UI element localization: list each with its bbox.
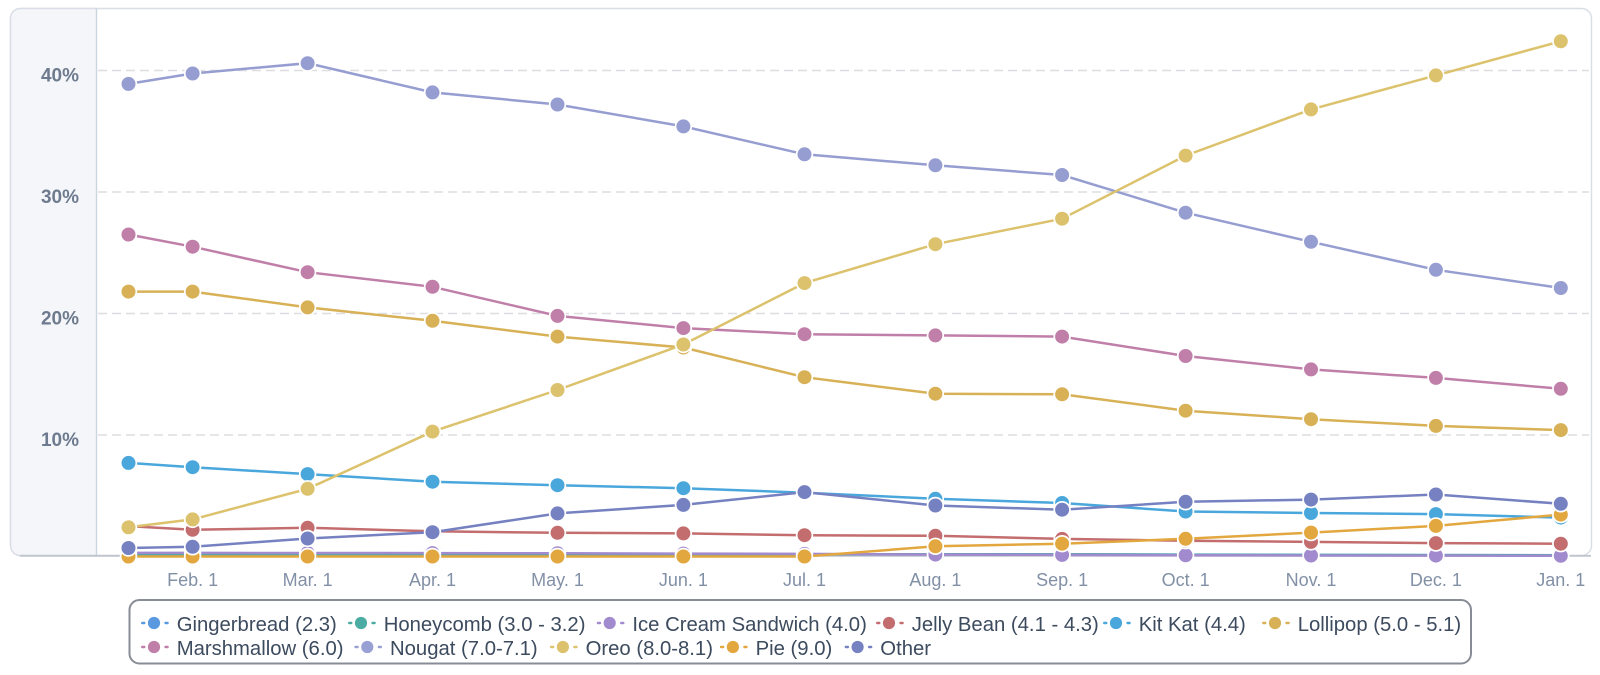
svg-text:Oreo (8.0-8.1): Oreo (8.0-8.1) — [586, 638, 713, 660]
svg-text:10%: 10% — [41, 430, 79, 451]
svg-text:40%: 40% — [41, 65, 79, 86]
svg-text:May. 1: May. 1 — [531, 570, 584, 590]
svg-text:Dec. 1: Dec. 1 — [1410, 570, 1462, 590]
svg-text:Aug. 1: Aug. 1 — [909, 570, 961, 590]
svg-text:Lollipop (5.0 - 5.1): Lollipop (5.0 - 5.1) — [1298, 614, 1461, 636]
svg-text:Kit Kat (4.4): Kit Kat (4.4) — [1139, 614, 1246, 636]
svg-text:Sep. 1: Sep. 1 — [1036, 570, 1088, 590]
svg-text:Feb. 1: Feb. 1 — [167, 570, 218, 590]
svg-text:Nov. 1: Nov. 1 — [1286, 570, 1337, 590]
svg-text:Jelly Bean (4.1 - 4.3): Jelly Bean (4.1 - 4.3) — [912, 614, 1099, 636]
svg-text:Oct. 1: Oct. 1 — [1162, 570, 1210, 590]
svg-text:20%: 20% — [41, 308, 79, 329]
svg-text:Jun. 1: Jun. 1 — [659, 570, 708, 590]
svg-text:Other: Other — [880, 638, 931, 660]
svg-text:Jan. 1: Jan. 1 — [1536, 570, 1585, 590]
svg-text:Pie (9.0): Pie (9.0) — [756, 638, 833, 660]
svg-text:Apr. 1: Apr. 1 — [409, 570, 456, 590]
svg-text:Nougat (7.0-7.1): Nougat (7.0-7.1) — [390, 638, 538, 660]
svg-text:Jul. 1: Jul. 1 — [783, 570, 826, 590]
svg-text:Gingerbread (2.3): Gingerbread (2.3) — [177, 614, 337, 636]
svg-text:Honeycomb (3.0 - 3.2): Honeycomb (3.0 - 3.2) — [384, 614, 586, 636]
svg-text:Mar. 1: Mar. 1 — [283, 570, 333, 590]
svg-text:30%: 30% — [41, 187, 79, 208]
svg-text:Ice Cream Sandwich (4.0): Ice Cream Sandwich (4.0) — [632, 614, 866, 636]
svg-text:Marshmallow (6.0): Marshmallow (6.0) — [177, 638, 344, 660]
